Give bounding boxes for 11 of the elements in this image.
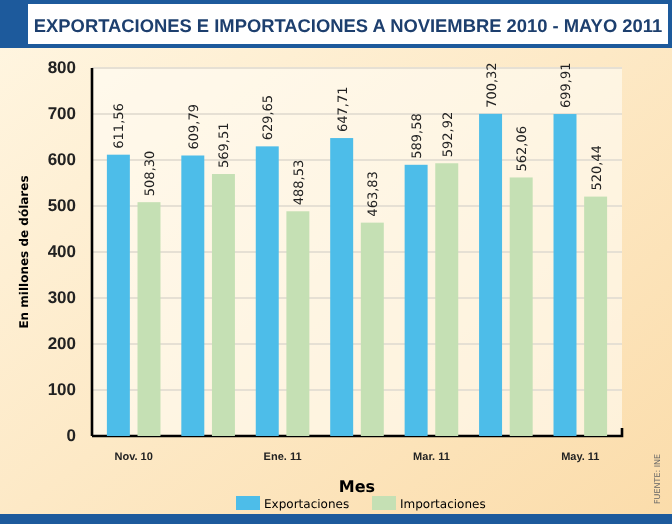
y-tick-label: 200 [47,333,77,354]
chart-title: EXPORTACIONES E IMPORTACIONES A NOVIEMBRE 2010 - MAYO 2011 [33,16,663,36]
y-tick-label: 500 [47,195,77,216]
y-tick-label: 300 [47,287,77,308]
x-axis-title: Mes [338,478,376,496]
y-tick-label: 800 [47,57,77,78]
y-tick-label: 600 [47,149,77,170]
y-tick-label: 100 [47,379,77,400]
y-tick-label: 400 [47,241,77,262]
y-tick-label: 700 [47,103,77,124]
y-tick-label: 0 [66,425,77,446]
